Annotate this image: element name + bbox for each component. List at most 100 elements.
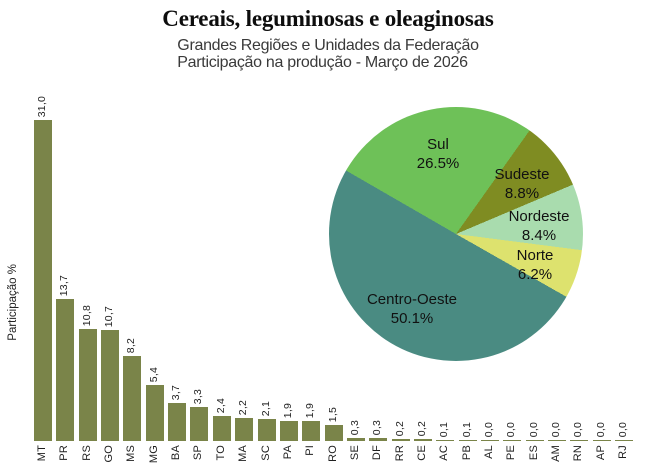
bar xyxy=(391,438,410,441)
bar-value-label: 0,1 xyxy=(460,421,473,437)
bar xyxy=(503,440,522,441)
pie-slice-percent: 6.2% xyxy=(517,266,553,283)
pie-label-centro-oeste: Centro-Oeste 50.1% xyxy=(367,290,457,328)
bar-value-label: 3,3 xyxy=(192,388,205,404)
pie-slice-percent: 8.8% xyxy=(504,185,540,202)
pie-slice-name: Sul xyxy=(427,136,449,153)
x-axis-tick-label: PA xyxy=(281,445,294,460)
bar-value-label: 0,0 xyxy=(617,421,630,437)
x-axis-tick-label: MA xyxy=(237,445,250,462)
pie-chart xyxy=(329,107,583,361)
x-axis-tick-label: RR xyxy=(393,445,406,462)
bar-value-label: 0,0 xyxy=(594,421,607,437)
pie-slice-percent: 50.1% xyxy=(390,310,434,327)
bar xyxy=(279,421,298,441)
x-axis-tick-label: RS xyxy=(80,445,93,461)
x-axis-tick-label: TO xyxy=(214,445,227,461)
chart-subtitle-line2: Participação na produção - Março de 2026 xyxy=(177,54,468,71)
pie-slice-name: Nordeste xyxy=(508,208,570,225)
x-axis-tick-label: SC xyxy=(259,445,272,461)
bar xyxy=(101,330,120,441)
x-axis-tick-label: PB xyxy=(460,445,473,461)
x-axis-tick-label: PR xyxy=(58,445,71,461)
x-axis-tick-label: RN xyxy=(572,445,585,462)
x-axis-tick-label: SP xyxy=(192,445,205,461)
pie-slice-name: Sudeste xyxy=(494,166,550,183)
bar-value-label: 2,4 xyxy=(214,397,227,414)
bar-value-label: 0,0 xyxy=(505,421,518,437)
x-axis-tick-label: MG xyxy=(147,445,160,464)
pie-label-nordeste: Nordeste 8.4% xyxy=(509,207,570,245)
pie-label-norte: Norte 6.2% xyxy=(517,246,554,284)
bar-value-label: 0,3 xyxy=(371,419,384,435)
x-axis-tick-label: MT xyxy=(36,445,48,462)
bar xyxy=(346,437,365,441)
bar-value-label: 10,7 xyxy=(103,306,116,328)
bar-value-label: 3,7 xyxy=(170,384,183,400)
bar xyxy=(458,439,477,441)
pie-label-sudeste: Sudeste 8.8% xyxy=(494,165,549,203)
x-axis-tick-label: PI xyxy=(304,445,317,456)
bar-value-label: 0,2 xyxy=(415,420,428,436)
x-axis-tick-label: DF xyxy=(371,445,384,461)
bar xyxy=(369,437,388,441)
pie-slice-name: Centro-Oeste xyxy=(366,291,458,308)
bar-value-label: 1,9 xyxy=(281,403,294,419)
x-axis-tick-label: AP xyxy=(594,445,607,461)
bar-value-label: 1,5 xyxy=(326,407,339,423)
bar-value-label: 0,2 xyxy=(393,420,406,436)
x-axis-tick-label: BA xyxy=(170,445,183,461)
pie-slice-percent: 26.5% xyxy=(416,155,460,172)
x-axis-tick-label: MS xyxy=(125,445,138,462)
pie-slice-name: Norte xyxy=(516,247,554,264)
pie-slice-percent: 8.4% xyxy=(521,227,557,244)
x-axis-tick-label: CE xyxy=(415,445,428,461)
chart-subtitle-line1: Grandes Regiões e Unidades da Federação xyxy=(177,37,479,54)
bar xyxy=(302,421,321,441)
x-axis-tick-label: RO xyxy=(326,445,339,462)
bar xyxy=(78,329,97,441)
bar-value-label: 2,2 xyxy=(237,400,250,416)
bar xyxy=(257,419,276,441)
x-axis-tick-label: GO xyxy=(103,445,116,463)
bar xyxy=(436,439,455,441)
bar xyxy=(570,440,589,441)
bar xyxy=(548,440,567,441)
bar-value-label: 0,0 xyxy=(483,421,495,437)
bar-value-label: 5,4 xyxy=(147,366,160,383)
bar xyxy=(615,440,634,441)
bar xyxy=(168,402,187,441)
bar-value-label: 0,3 xyxy=(348,419,361,435)
bar xyxy=(34,120,52,441)
x-axis-tick-label: SE xyxy=(348,445,361,461)
bar xyxy=(145,385,164,441)
x-axis-tick-label: ES xyxy=(527,445,540,461)
chart-subtitle: Grandes Regiões e Unidades da Federação … xyxy=(0,37,656,71)
bar-value-label: 0,0 xyxy=(550,421,563,437)
bar-value-label: 0,1 xyxy=(438,421,451,437)
bar xyxy=(235,418,254,441)
bar-value-label: 0,0 xyxy=(527,421,540,437)
x-axis-tick-label: PE xyxy=(505,445,518,461)
bar xyxy=(212,416,231,441)
bar-value-label: 31,0 xyxy=(36,95,48,118)
bar-value-label: 8,2 xyxy=(125,337,138,354)
bar xyxy=(413,438,432,441)
bar-value-label: 0,0 xyxy=(572,421,585,437)
bar-value-label: 10,8 xyxy=(80,304,93,327)
x-axis-tick-label: AL xyxy=(483,445,495,459)
bar xyxy=(324,425,343,441)
bar-value-label: 1,9 xyxy=(304,403,317,419)
pie-label-sul: Sul 26.5% xyxy=(417,135,460,173)
bar xyxy=(525,440,544,441)
bar-value-label: 2,1 xyxy=(259,401,272,417)
chart-title: Cereais, leguminosas e oleaginosas xyxy=(162,6,494,31)
bar xyxy=(56,299,75,441)
bar-value-label: 13,7 xyxy=(58,274,71,297)
bar xyxy=(592,440,611,441)
bar xyxy=(190,406,209,441)
bar xyxy=(481,440,499,441)
x-axis-tick-label: AC xyxy=(438,445,451,461)
